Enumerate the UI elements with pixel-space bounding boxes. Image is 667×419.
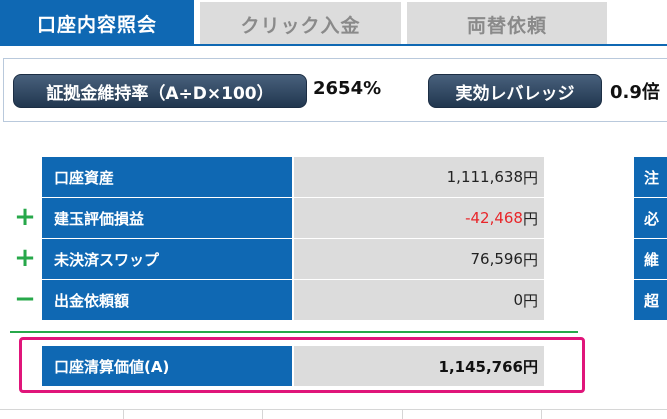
ratio-panel: 証拠金維持率（A÷D×100） 2654% 実効レバレッジ 0.9倍 (3, 58, 667, 122)
value-unit: 円 (522, 209, 538, 228)
tab-exchange-request[interactable]: 両替依頼 (407, 2, 607, 46)
right-column-label: 維 (634, 239, 667, 279)
row-label-withdrawal-request: 出金依頼額 (42, 280, 292, 320)
sum-divider (10, 331, 578, 333)
margin-ratio-label: 証拠金維持率（A÷D×100） (13, 74, 307, 108)
table-row: + 未決済スワップ 76,596 円 維 (0, 239, 667, 279)
value-unit: 円 (522, 250, 538, 269)
bottom-tick (123, 410, 124, 419)
highlight-box (19, 337, 585, 393)
operator-sign (14, 161, 36, 191)
plus-icon: + (14, 202, 36, 232)
row-label-account-assets: 口座資産 (42, 157, 292, 197)
bottom-divider (0, 409, 667, 410)
value-amount: -42,468 (465, 209, 523, 227)
right-column-label: 超 (634, 280, 667, 320)
tab-account-inquiry[interactable]: 口座内容照会 (0, 0, 194, 46)
row-value-unsettled-swap: 76,596 円 (294, 239, 544, 279)
tab-bar: 口座内容照会 クリック入金 両替依頼 (0, 0, 667, 46)
summary-label: 口座清算価値(A) (42, 346, 292, 386)
value-unit: 円 (522, 291, 538, 310)
bottom-tick (262, 410, 263, 419)
leverage-value: 0.9倍 (610, 82, 660, 103)
minus-icon: − (14, 284, 36, 314)
summary-value: 1,145,766円 (294, 346, 544, 386)
value-amount: 1,111,638 (446, 168, 523, 186)
right-column-label: 注 (634, 157, 667, 197)
tab-underline (0, 44, 667, 46)
bottom-tick (541, 410, 542, 419)
value-amount: 0 (513, 291, 523, 309)
row-label-position-pl: 建玉評価損益 (42, 198, 292, 238)
value-amount: 76,596 (470, 250, 523, 268)
row-value-account-assets: 1,111,638 円 (294, 157, 544, 197)
row-value-position-pl: -42,468 円 (294, 198, 544, 238)
plus-icon: + (14, 243, 36, 273)
table-row: + 建玉評価損益 -42,468 円 必 (0, 198, 667, 238)
tab-click-deposit[interactable]: クリック入金 (200, 2, 401, 46)
margin-ratio-value: 2654% (313, 78, 382, 99)
leverage-label: 実効レバレッジ (428, 74, 602, 108)
summary-row: 口座清算価値(A) 1,145,766円 (0, 346, 667, 386)
bottom-tick (402, 410, 403, 419)
table-row: 口座資産 1,111,638 円 注 (0, 157, 667, 197)
row-label-unsettled-swap: 未決済スワップ (42, 239, 292, 279)
value-unit: 円 (522, 168, 538, 187)
right-column-label: 必 (634, 198, 667, 238)
